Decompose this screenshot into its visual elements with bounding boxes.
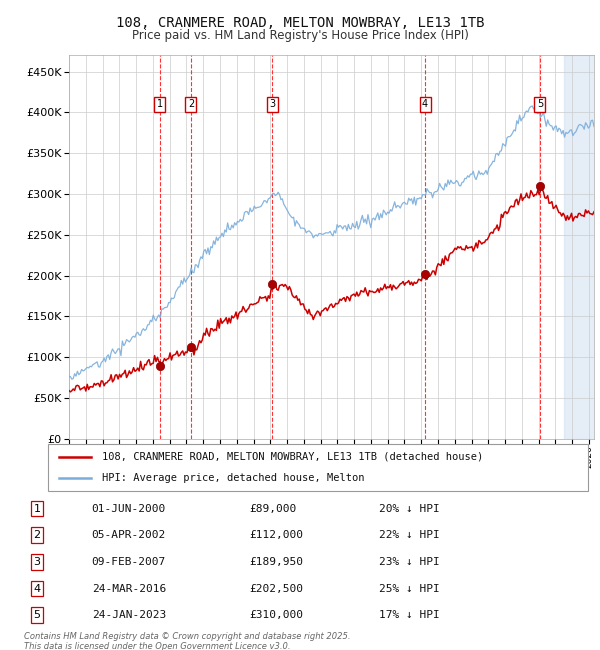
- Text: 20% ↓ HPI: 20% ↓ HPI: [379, 504, 440, 514]
- Text: 17% ↓ HPI: 17% ↓ HPI: [379, 610, 440, 620]
- Text: 22% ↓ HPI: 22% ↓ HPI: [379, 530, 440, 540]
- Text: 24-JAN-2023: 24-JAN-2023: [92, 610, 166, 620]
- Text: £310,000: £310,000: [250, 610, 304, 620]
- Text: 01-JUN-2000: 01-JUN-2000: [92, 504, 166, 514]
- Text: 24-MAR-2016: 24-MAR-2016: [92, 584, 166, 593]
- Text: 05-APR-2002: 05-APR-2002: [92, 530, 166, 540]
- Text: 3: 3: [34, 557, 40, 567]
- FancyBboxPatch shape: [48, 444, 588, 491]
- Text: 09-FEB-2007: 09-FEB-2007: [92, 557, 166, 567]
- Text: £89,000: £89,000: [250, 504, 297, 514]
- Text: 4: 4: [422, 99, 428, 109]
- Text: 23% ↓ HPI: 23% ↓ HPI: [379, 557, 440, 567]
- Text: 4: 4: [34, 584, 41, 593]
- Text: 108, CRANMERE ROAD, MELTON MOWBRAY, LE13 1TB (detached house): 108, CRANMERE ROAD, MELTON MOWBRAY, LE13…: [102, 452, 483, 461]
- Text: 2: 2: [34, 530, 41, 540]
- Text: Price paid vs. HM Land Registry's House Price Index (HPI): Price paid vs. HM Land Registry's House …: [131, 29, 469, 42]
- Text: Contains HM Land Registry data © Crown copyright and database right 2025.
This d: Contains HM Land Registry data © Crown c…: [24, 632, 350, 650]
- Text: 3: 3: [269, 99, 275, 109]
- Text: 1: 1: [34, 504, 40, 514]
- Text: HPI: Average price, detached house, Melton: HPI: Average price, detached house, Melt…: [102, 473, 365, 483]
- Bar: [564, 55, 600, 439]
- Text: £112,000: £112,000: [250, 530, 304, 540]
- Text: 5: 5: [536, 99, 543, 109]
- Text: £202,500: £202,500: [250, 584, 304, 593]
- Text: 1: 1: [157, 99, 163, 109]
- Text: 5: 5: [34, 610, 40, 620]
- Text: 25% ↓ HPI: 25% ↓ HPI: [379, 584, 440, 593]
- Text: £189,950: £189,950: [250, 557, 304, 567]
- Text: 108, CRANMERE ROAD, MELTON MOWBRAY, LE13 1TB: 108, CRANMERE ROAD, MELTON MOWBRAY, LE13…: [116, 16, 484, 31]
- Text: 2: 2: [188, 99, 194, 109]
